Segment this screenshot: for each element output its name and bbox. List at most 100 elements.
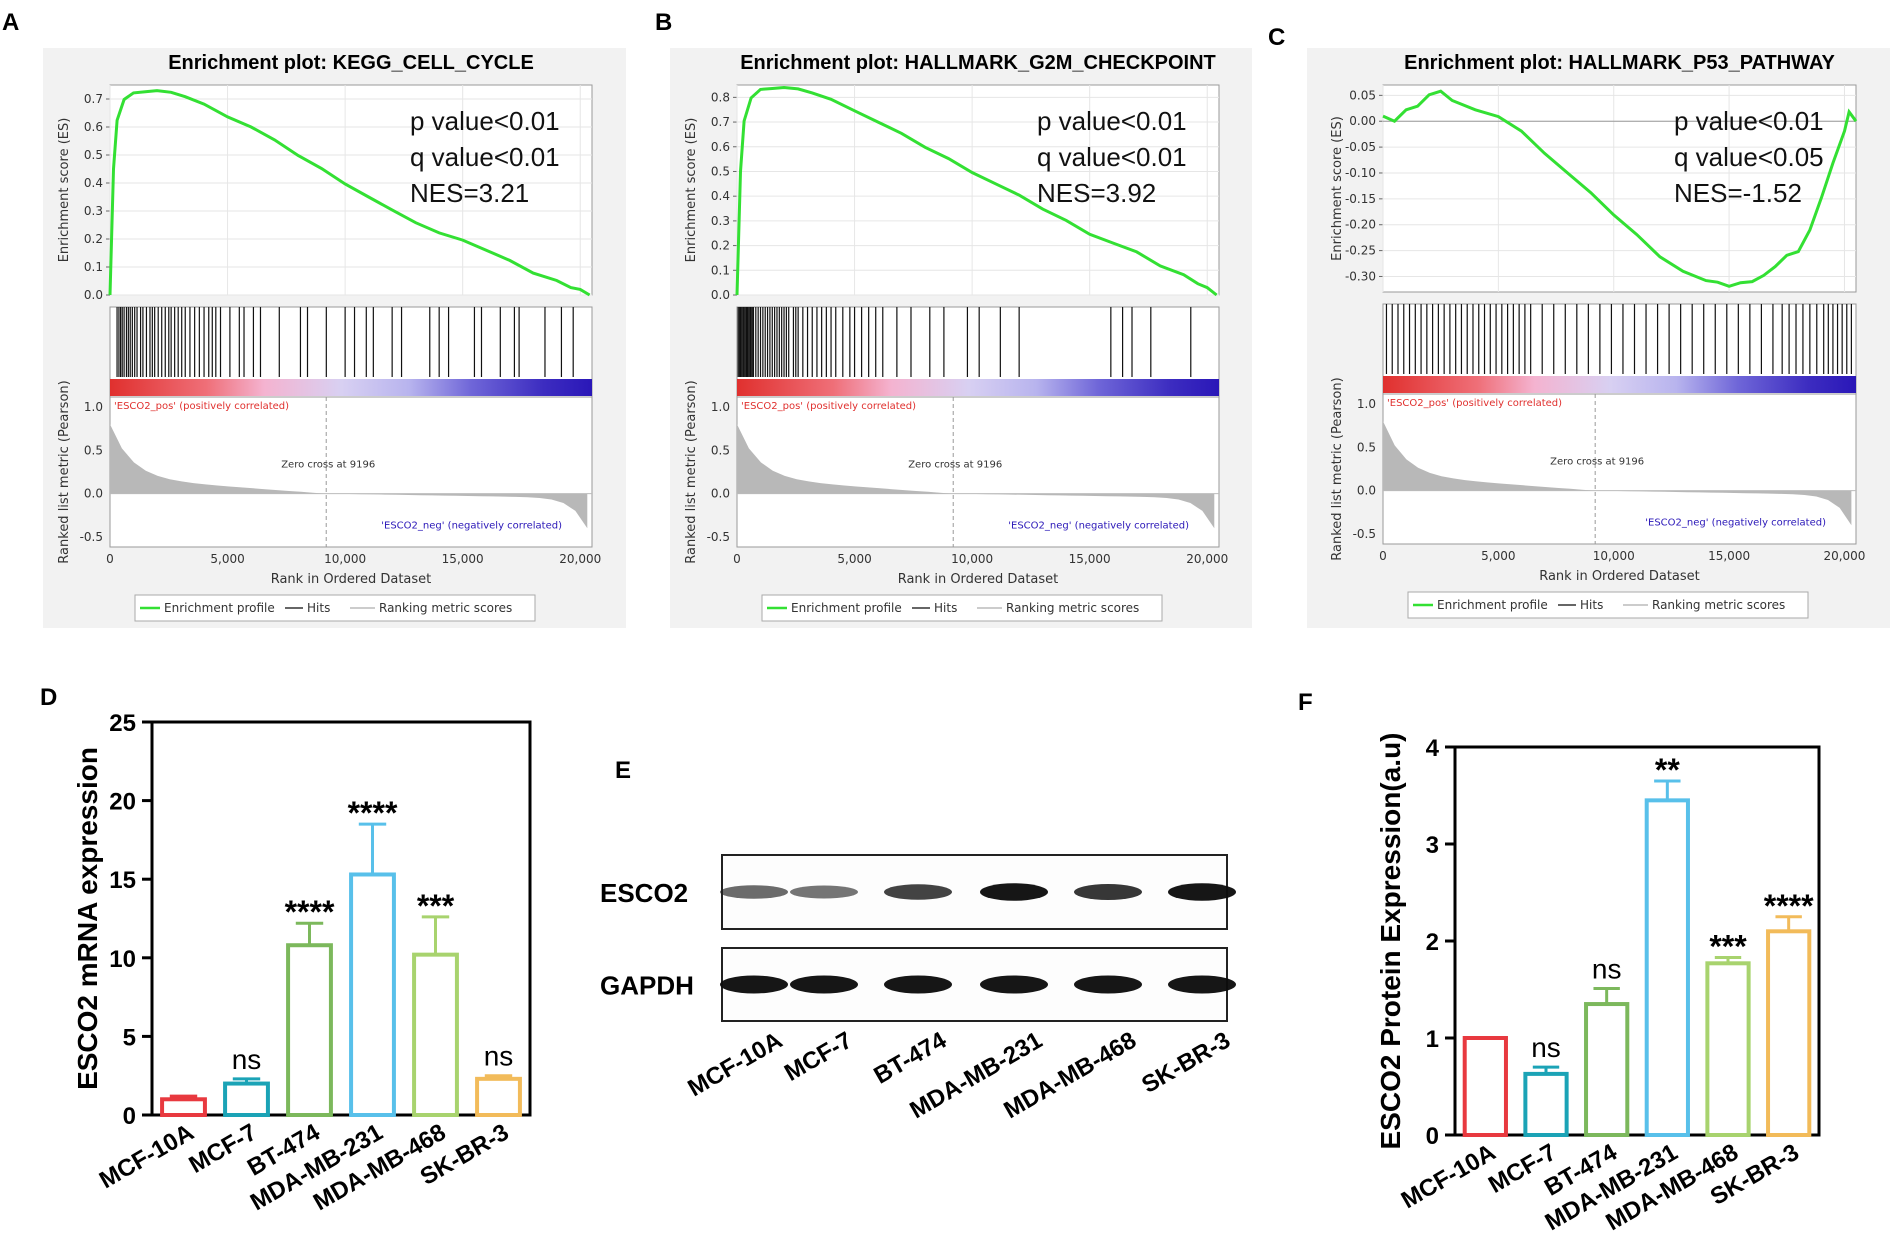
es-tick-label: 0.2: [711, 239, 730, 253]
y-tick-label: 4: [1426, 735, 1440, 762]
blot-lane-label: SK-BR-3: [1137, 1027, 1235, 1099]
y-tick-label: 5: [123, 1024, 136, 1051]
bar: [1644, 798, 1690, 1137]
rank-tick-label: 10,000: [951, 552, 993, 566]
y-tick-label: 2: [1426, 929, 1439, 956]
significance-label: **: [1655, 752, 1680, 788]
legend-hits-label: Hits: [1580, 598, 1603, 612]
blot-row-label: GAPDH: [600, 971, 694, 1001]
es-tick-label: 0.0: [84, 288, 103, 302]
pos-label: 'ESCO2_pos' (positively correlated): [114, 401, 289, 412]
zero-cross-label: Zero cross at 9196: [1550, 457, 1644, 468]
y-tick-label: 20: [109, 789, 136, 816]
y-tick-label: 0: [123, 1103, 136, 1130]
gsea-title: Enrichment plot: HALLMARK_P53_PATHWAY: [1404, 52, 1835, 74]
es-tick-label: -0.30: [1345, 269, 1376, 283]
metric-tick-label: 0.0: [84, 487, 103, 501]
ranked-color-bar: [110, 379, 592, 396]
bar: [1766, 929, 1812, 1137]
bar: [349, 872, 396, 1118]
blot-band: [720, 975, 788, 994]
es-y-axis-label: Enrichment score (ES): [57, 118, 72, 263]
panel-letter-A: A: [2, 9, 19, 36]
legend-box: [134, 594, 536, 622]
es-tick-label: 0.8: [711, 90, 730, 104]
panel-letter-D: D: [40, 684, 57, 711]
metric-tick-label: 0.0: [711, 487, 730, 501]
stat-text: NES=-1.52: [1674, 178, 1802, 208]
rank-tick-label: 15,000: [442, 552, 484, 566]
es-tick-label: 0.5: [84, 148, 103, 162]
es-tick-label: 0.4: [84, 176, 103, 190]
es-tick-label: 0.4: [711, 189, 730, 203]
stat-text: NES=3.92: [1037, 178, 1156, 208]
blot-band: [720, 885, 788, 899]
es-plot-area: [1382, 84, 1857, 293]
y-tick-label: 25: [109, 710, 136, 737]
bar: [412, 952, 459, 1117]
es-tick-label: 0.7: [711, 115, 730, 129]
legend-box: [761, 594, 1163, 622]
es-tick-label: 0.5: [711, 164, 730, 178]
gsea-title: Enrichment plot: HALLMARK_G2M_CHECKPOINT: [740, 52, 1216, 74]
es-tick-label: 0.3: [84, 204, 103, 218]
y-tick-label: 1: [1426, 1026, 1439, 1053]
bar: [1462, 1036, 1508, 1137]
metric-plot-area: [736, 396, 1220, 548]
plot-frame: [150, 720, 532, 1117]
blot-lane-label: BT-474: [869, 1026, 951, 1089]
panel-letter-E: E: [615, 757, 631, 784]
rank-tick-label: 15,000: [1069, 552, 1111, 566]
bar: [286, 943, 333, 1117]
rank-tick-label: 20,000: [1186, 552, 1228, 566]
blot-band: [1168, 883, 1236, 901]
rank-axis-label: Rank in Ordered Dataset: [1539, 569, 1700, 584]
stat-text: NES=3.21: [410, 178, 529, 208]
significance-label: ***: [417, 888, 455, 924]
stat-text: p value<0.01: [1674, 106, 1824, 136]
zero-cross-label: Zero cross at 9196: [281, 460, 375, 471]
es-tick-label: 0.1: [711, 263, 730, 277]
rank-tick-label: 0: [1379, 549, 1387, 563]
bar: [1523, 1071, 1569, 1138]
metric-tick-label: 0.5: [84, 443, 103, 457]
legend-metric-label: Ranking metric scores: [1006, 601, 1139, 615]
es-plot-area: [736, 84, 1220, 296]
significance-label: ****: [348, 795, 398, 831]
y-tick-label: 3: [1426, 832, 1439, 859]
es-tick-label: 0.05: [1349, 88, 1376, 102]
rank-tick-label: 0: [106, 552, 114, 566]
metric-tick-label: 1.0: [1357, 397, 1376, 411]
significance-label: ****: [1764, 888, 1814, 924]
es-y-axis-label: Enrichment score (ES): [1330, 116, 1345, 261]
es-tick-label: 0.00: [1349, 114, 1376, 128]
metric-tick-label: -0.5: [707, 530, 730, 544]
rank-tick-label: 5,000: [210, 552, 244, 566]
ranked-color-bar: [1383, 376, 1856, 393]
panel-letter-C: C: [1268, 24, 1285, 51]
es-tick-label: 0.6: [711, 140, 730, 154]
enrichment-profile-line: [735, 85, 1218, 297]
y-tick-label: 15: [109, 867, 136, 894]
es-tick-label: -0.10: [1345, 166, 1376, 180]
gsea-panel-B: Enrichment plot: HALLMARK_G2M_CHECKPOINT…: [670, 48, 1252, 628]
es-tick-label: 0.0: [711, 288, 730, 302]
es-tick-label: -0.20: [1345, 218, 1376, 232]
significance-label: ****: [285, 894, 335, 930]
blot-band: [884, 884, 952, 900]
rank-tick-label: 10,000: [1593, 549, 1635, 563]
es-tick-label: 0.2: [84, 232, 103, 246]
bar: [160, 1097, 207, 1118]
blot-band: [790, 885, 858, 899]
rank-tick-label: 10,000: [324, 552, 366, 566]
blot-band: [790, 975, 858, 994]
legend-box: [1407, 591, 1809, 619]
stat-text: p value<0.01: [1037, 106, 1187, 136]
pos-label: 'ESCO2_pos' (positively correlated): [741, 401, 916, 412]
bar: [1584, 1002, 1630, 1137]
metric-y-axis-label: Ranked list metric (Pearson): [684, 380, 699, 563]
metric-plot-area: [1382, 393, 1857, 545]
